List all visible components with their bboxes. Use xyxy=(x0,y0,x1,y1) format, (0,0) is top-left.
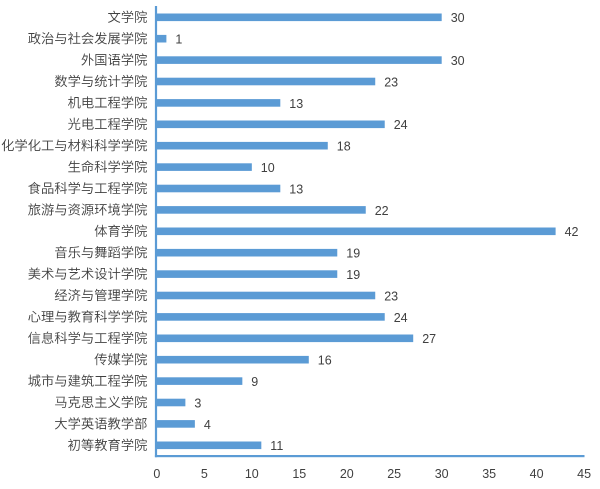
svg-text:30: 30 xyxy=(451,11,465,25)
svg-text:20: 20 xyxy=(340,467,354,481)
svg-text:19: 19 xyxy=(346,247,360,261)
svg-text:22: 22 xyxy=(375,204,389,218)
svg-text:27: 27 xyxy=(422,332,436,346)
svg-text:13: 13 xyxy=(289,182,303,196)
svg-text:40: 40 xyxy=(530,467,544,481)
svg-text:0: 0 xyxy=(153,467,160,481)
svg-text:25: 25 xyxy=(387,467,401,481)
svg-text:11: 11 xyxy=(270,439,283,453)
svg-text:45: 45 xyxy=(577,467,591,481)
svg-text:42: 42 xyxy=(565,225,579,239)
svg-text:24: 24 xyxy=(394,311,408,325)
svg-text:30: 30 xyxy=(451,54,465,68)
svg-text:23: 23 xyxy=(384,75,398,89)
svg-text:10: 10 xyxy=(245,467,259,481)
svg-text:13: 13 xyxy=(289,97,303,111)
svg-text:15: 15 xyxy=(292,467,306,481)
svg-text:23: 23 xyxy=(384,289,398,303)
svg-text:5: 5 xyxy=(201,467,208,481)
svg-text:9: 9 xyxy=(251,375,258,389)
svg-text:1: 1 xyxy=(175,33,182,47)
svg-text:24: 24 xyxy=(394,118,408,132)
svg-text:16: 16 xyxy=(318,354,332,368)
svg-text:4: 4 xyxy=(204,418,211,432)
svg-text:35: 35 xyxy=(482,467,496,481)
svg-text:3: 3 xyxy=(194,396,201,410)
svg-text:18: 18 xyxy=(337,140,351,154)
svg-text:10: 10 xyxy=(261,161,275,175)
svg-text:19: 19 xyxy=(346,268,360,282)
svg-text:30: 30 xyxy=(435,467,449,481)
